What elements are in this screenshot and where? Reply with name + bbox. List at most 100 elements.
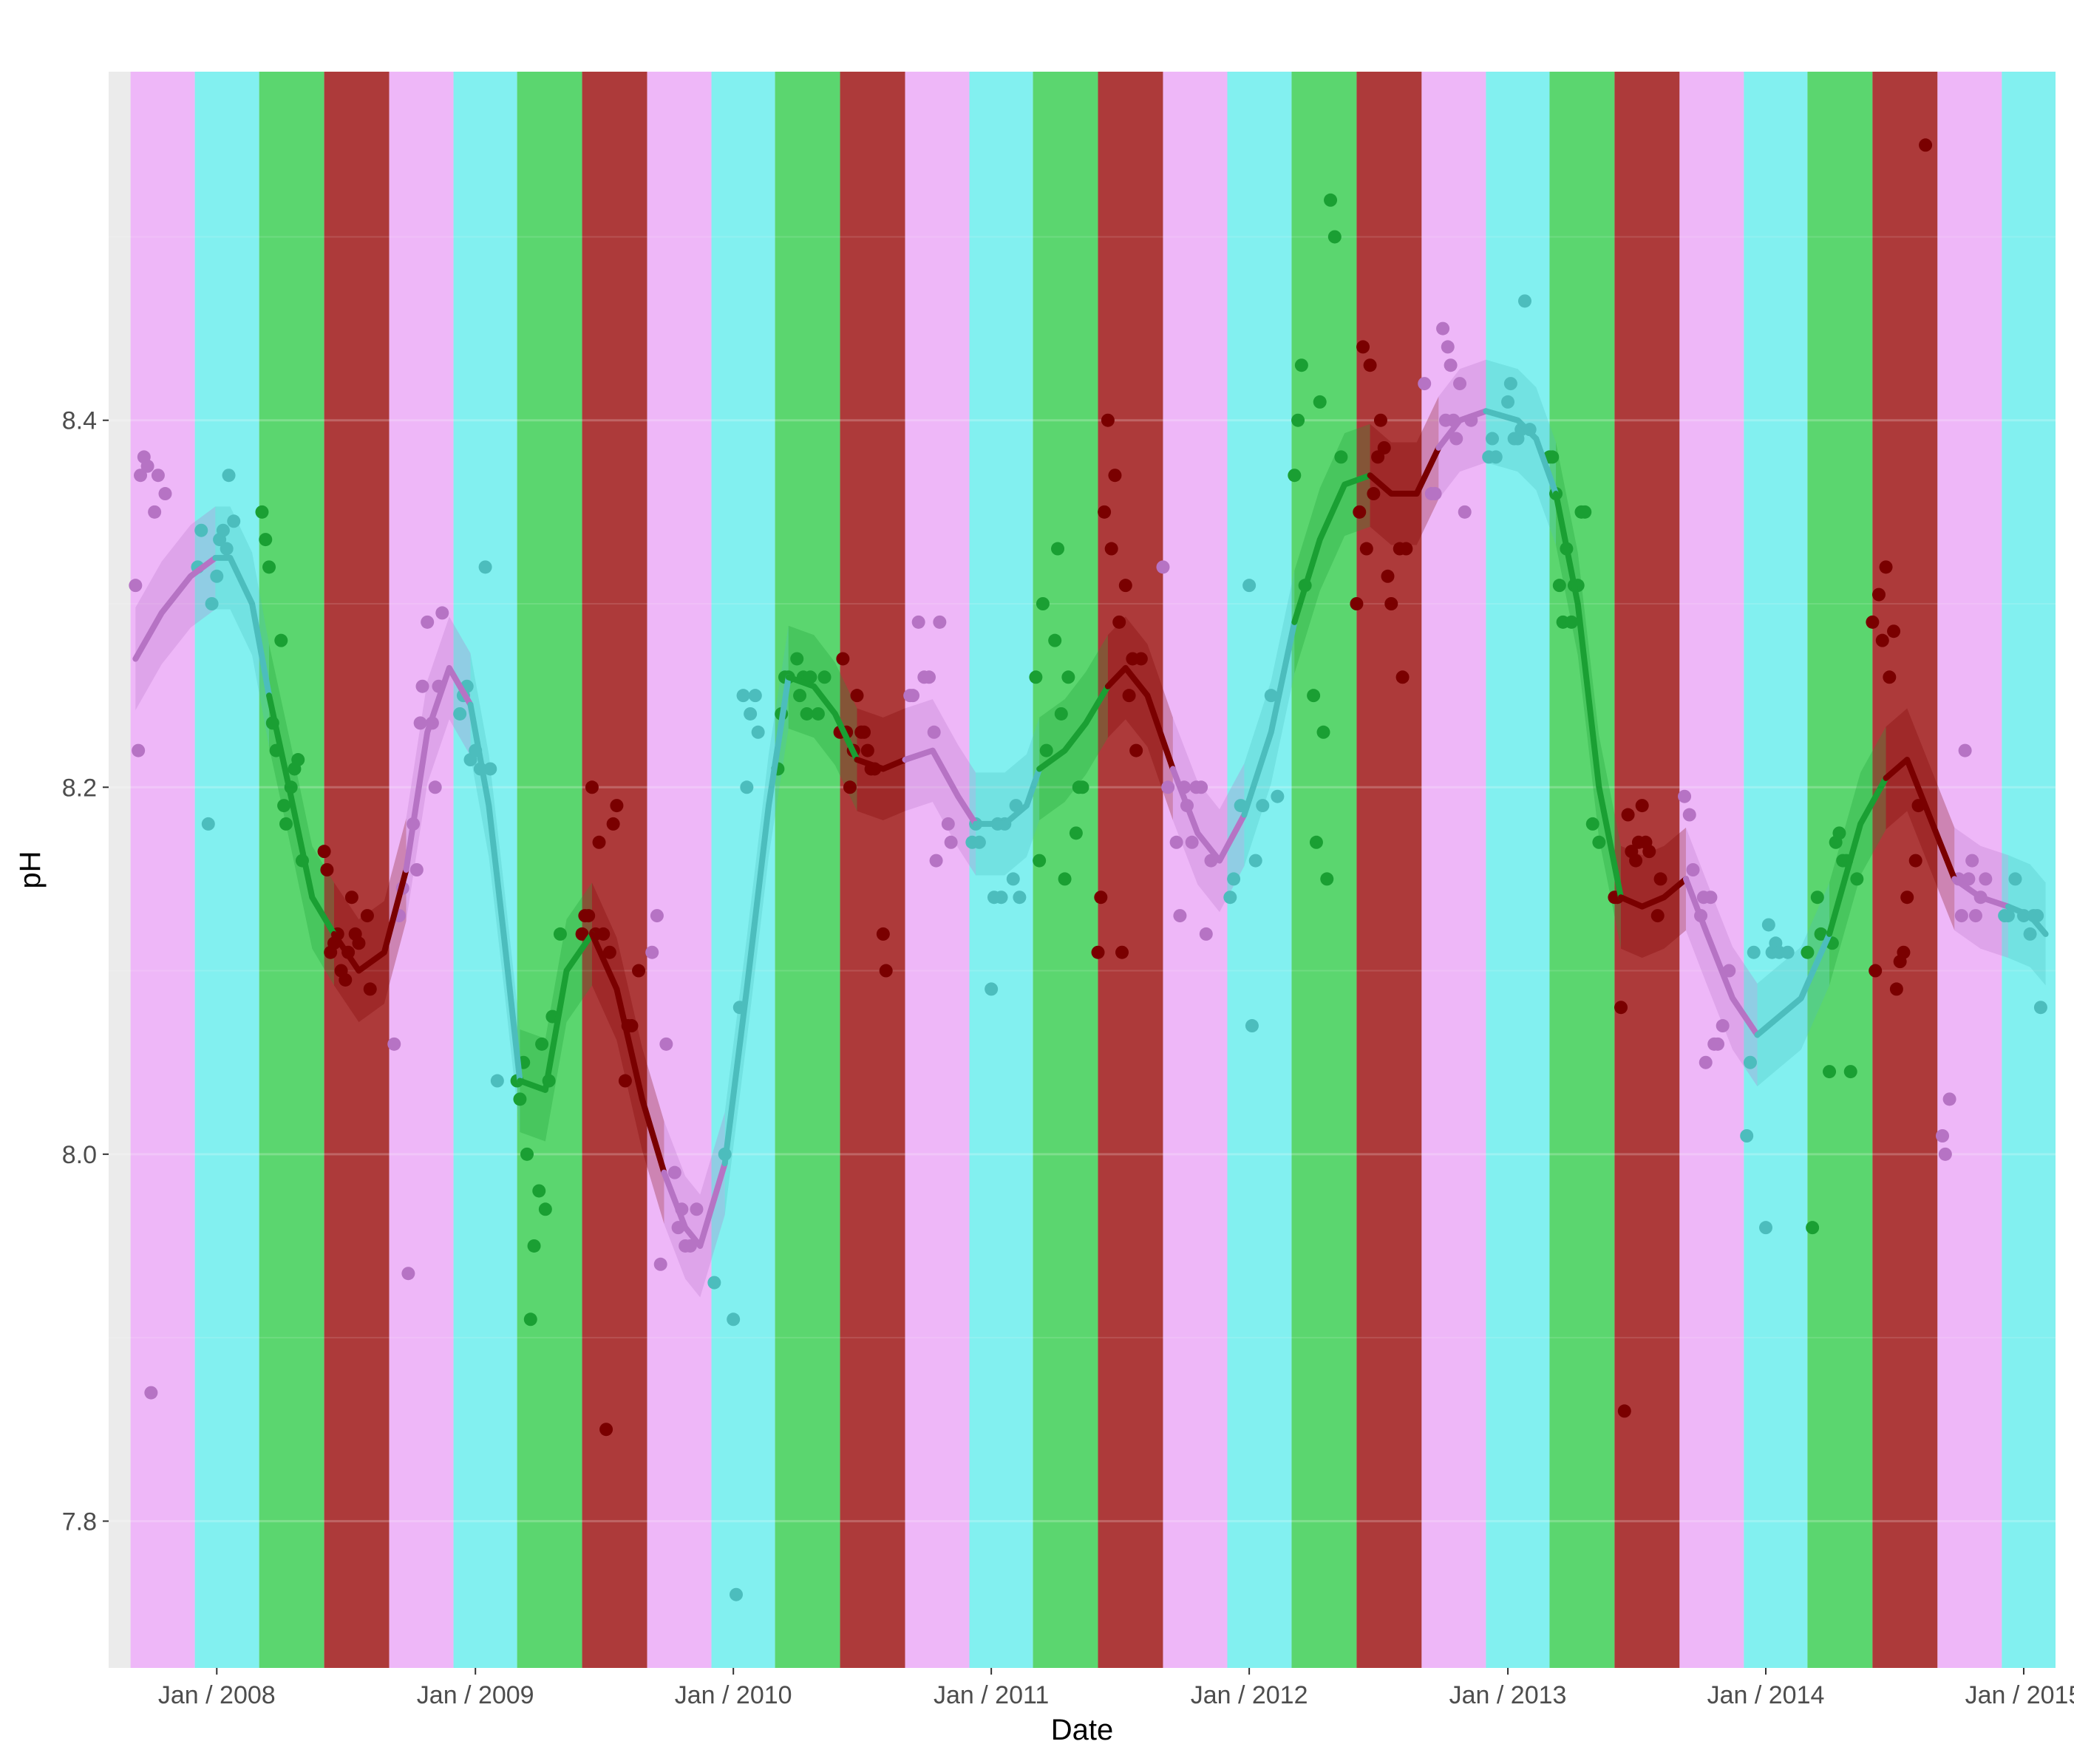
season-band-summer xyxy=(324,72,390,1668)
trend-ribbon-winter xyxy=(1244,571,1295,867)
trend-segment-spring xyxy=(1826,774,1889,937)
season-band-summer xyxy=(582,72,647,1668)
point-summer xyxy=(618,1074,632,1088)
point-winter xyxy=(1517,294,1531,308)
point-fall xyxy=(1161,780,1175,794)
x-tick-label: Jan / 2010 xyxy=(675,1681,792,1709)
point-summer xyxy=(592,835,606,849)
point-fall xyxy=(1958,743,1972,757)
point-winter xyxy=(1271,789,1285,803)
point-spring xyxy=(274,633,288,647)
season-bands xyxy=(130,72,2056,1668)
point-summer xyxy=(1908,854,1922,868)
point-summer xyxy=(879,964,893,978)
point-winter xyxy=(748,689,762,703)
point-spring xyxy=(1334,450,1348,464)
point-spring xyxy=(800,706,814,721)
point-winter xyxy=(1486,432,1500,446)
point-fall xyxy=(1716,1019,1730,1033)
point-winter xyxy=(1248,854,1262,868)
point-fall xyxy=(409,863,424,876)
point-summer xyxy=(1395,670,1410,684)
trend-segment-winter xyxy=(1754,930,1833,1038)
point-winter xyxy=(1227,872,1241,886)
point-summer xyxy=(596,927,611,941)
y-axis: 7.8 8.0 8.2 8.4 xyxy=(62,407,109,1536)
point-summer xyxy=(1373,413,1387,427)
point-summer xyxy=(1399,542,1413,556)
point-fall xyxy=(1199,927,1213,941)
point-winter xyxy=(1740,1129,1754,1142)
point-summer xyxy=(1869,964,1883,978)
point-winter xyxy=(478,560,492,574)
point-winter xyxy=(994,890,1008,905)
point-fall xyxy=(1156,560,1170,574)
trend-ribbon-spring xyxy=(1294,423,1370,674)
point-spring xyxy=(1039,743,1053,757)
point-summer xyxy=(1642,845,1656,859)
point-fall xyxy=(134,469,148,483)
point-summer xyxy=(339,973,353,987)
point-spring xyxy=(259,533,273,547)
point-fall xyxy=(401,1267,415,1281)
season-band-spring xyxy=(1549,72,1615,1668)
trend-segment-winter xyxy=(973,766,1043,827)
point-winter xyxy=(1489,450,1503,464)
season-band-fall xyxy=(905,72,970,1668)
point-spring xyxy=(817,670,832,684)
trend-segment-summer xyxy=(1883,757,1958,882)
point-fall xyxy=(1441,340,1455,354)
point-summer xyxy=(602,945,616,959)
point-fall xyxy=(158,487,172,501)
season-band-spring xyxy=(517,72,582,1668)
point-spring xyxy=(790,652,804,666)
point-spring xyxy=(1309,835,1323,849)
trend-segment-spring xyxy=(1036,683,1111,772)
point-fall xyxy=(944,835,958,849)
point-summer xyxy=(582,909,596,923)
point-winter xyxy=(210,569,224,583)
x-tick-label: Jan / 2012 xyxy=(1191,1681,1308,1709)
y-tick-label: 8.4 xyxy=(62,407,97,435)
point-fall xyxy=(1979,872,1993,886)
point-summer xyxy=(1919,138,1933,152)
point-spring xyxy=(527,1239,541,1253)
point-summer xyxy=(599,1423,613,1437)
point-summer xyxy=(1122,689,1136,703)
trend-ribbon-winter xyxy=(215,506,270,747)
point-winter xyxy=(744,706,758,721)
trend-ribbon-spring xyxy=(1039,635,1108,820)
trend-ribbon-winter xyxy=(1757,882,1830,1086)
point-spring xyxy=(1823,1065,1837,1079)
y-axis-title: pH xyxy=(14,851,47,888)
trend-ribbon-fall xyxy=(905,699,976,876)
point-summer xyxy=(1866,615,1880,629)
point-summer xyxy=(1377,440,1391,454)
point-spring xyxy=(1313,395,1327,409)
point-winter xyxy=(1006,872,1020,886)
point-fall xyxy=(1453,377,1467,391)
point-fall xyxy=(421,615,435,629)
point-spring xyxy=(1048,633,1062,647)
trend-segment-spring xyxy=(517,930,595,1093)
point-spring xyxy=(1075,780,1089,794)
point-fall xyxy=(1686,863,1700,876)
point-winter xyxy=(201,817,215,831)
point-winter xyxy=(220,542,234,556)
point-fall xyxy=(911,615,925,629)
point-spring xyxy=(1320,872,1334,886)
point-summer xyxy=(1101,413,1115,427)
trend-segment-fall xyxy=(1435,408,1489,451)
point-spring xyxy=(1291,413,1305,427)
point-fall xyxy=(1704,890,1718,905)
point-spring xyxy=(1054,706,1068,721)
point-fall xyxy=(650,909,664,923)
point-summer xyxy=(843,780,857,794)
trend-segment-winter xyxy=(721,674,792,1167)
point-winter xyxy=(1761,918,1775,932)
season-band-winter xyxy=(453,72,517,1668)
season-band-spring xyxy=(1033,72,1098,1668)
trend-ribbon-fall xyxy=(406,616,471,922)
point-winter xyxy=(227,514,241,528)
season-band-summer xyxy=(1872,72,1938,1668)
